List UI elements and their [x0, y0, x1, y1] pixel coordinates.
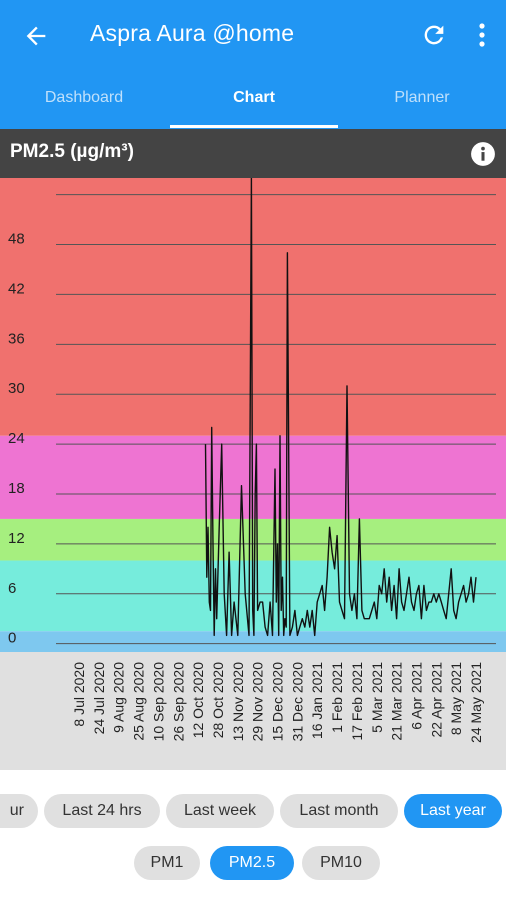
x-tick-label: 28 Oct 2020	[210, 662, 226, 738]
y-tick-label: 12	[8, 530, 25, 547]
x-tick-label: 25 Aug 2020	[131, 662, 147, 741]
y-tick-label: 36	[8, 330, 25, 347]
filter-chip-last-month[interactable]: Last month	[280, 794, 398, 828]
x-tick-label: 15 Dec 2020	[270, 662, 286, 742]
x-tick-label: 8 May 2021	[448, 662, 464, 735]
pm25-series-line	[204, 177, 477, 637]
y-tick-label: 18	[8, 480, 25, 497]
filter-chip-last-year[interactable]: Last year	[404, 794, 502, 828]
chart-band	[0, 178, 506, 436]
x-tick-label: 13 Nov 2020	[230, 662, 246, 742]
pm-chip-pm25[interactable]: PM2.5	[210, 846, 294, 880]
x-tick-label: 6 Apr 2021	[408, 662, 424, 730]
info-icon[interactable]	[470, 141, 496, 167]
x-tick-label: 5 Mar 2021	[369, 662, 385, 733]
chart-svg: 0 6 12 18 24 30 36 42 48 8 Jul 2020 24 Jul 2020 9 A…	[0, 177, 506, 770]
x-tick-label: 12 Oct 2020	[190, 662, 206, 738]
x-tick-label: 22 Apr 2021	[428, 662, 444, 738]
x-tick-label: 31 Dec 2020	[289, 662, 305, 742]
x-tick-label: 1 Feb 2021	[329, 662, 345, 733]
app-bar: Aspra Aura @home	[0, 0, 506, 75]
tab-indicator	[170, 125, 338, 128]
x-tick-label: 26 Sep 2020	[170, 662, 186, 742]
more-vert-icon[interactable]	[472, 21, 492, 49]
x-tick-label: 17 Feb 2021	[349, 662, 365, 741]
chart-title: PM2.5 (µg/m³)	[10, 141, 134, 162]
chart-header: PM2.5 (µg/m³)	[0, 129, 506, 178]
y-tick-label: 42	[8, 280, 25, 297]
x-tick-label: 24 Jul 2020	[91, 662, 107, 735]
refresh-icon[interactable]	[420, 21, 448, 49]
tab-bar: Dashboard Chart Planner	[0, 75, 506, 129]
x-tick-label: 8 Jul 2020	[71, 662, 87, 727]
x-tick-label: 10 Sep 2020	[150, 662, 166, 742]
pm-chip-pm10[interactable]: PM10	[302, 846, 380, 880]
filter-chip-label: ur	[9, 802, 24, 819]
app-title: Aspra Aura @home	[90, 20, 295, 46]
filter-chip-last-week[interactable]: Last week	[166, 794, 274, 828]
x-axis-area	[0, 652, 506, 770]
y-tick-label: 30	[8, 380, 25, 397]
filter-chip-last-24-hrs[interactable]: Last 24 hrs	[44, 794, 160, 828]
x-tick-label: 9 Aug 2020	[111, 662, 127, 733]
y-tick-label: 0	[8, 630, 16, 647]
filter-panel: ur Last 24 hrs Last week Last month Last…	[0, 770, 506, 900]
x-tick-label: 16 Jan 2021	[309, 662, 325, 739]
tab-dashboard[interactable]: Dashboard	[44, 89, 124, 106]
y-tick-label: 48	[8, 231, 25, 248]
x-tick-label: 29 Nov 2020	[250, 662, 266, 742]
filter-chip-last-hour[interactable]: ur	[0, 794, 38, 828]
x-tick-label: 24 May 2021	[468, 662, 484, 743]
y-tick-label: 6	[8, 580, 16, 597]
arrow-back-icon[interactable]	[22, 22, 50, 50]
chart-band	[0, 631, 506, 652]
pm25-chart: 0 6 12 18 24 30 36 42 48 8 Jul 2020 24 Jul 2020 9 A…	[0, 177, 506, 770]
pm-chip-pm1[interactable]: PM1	[134, 846, 200, 880]
tab-chart[interactable]: Chart	[233, 89, 275, 106]
tab-planner[interactable]: Planner	[394, 89, 450, 106]
y-tick-label: 24	[8, 430, 25, 447]
x-tick-label: 21 Mar 2021	[389, 662, 405, 741]
